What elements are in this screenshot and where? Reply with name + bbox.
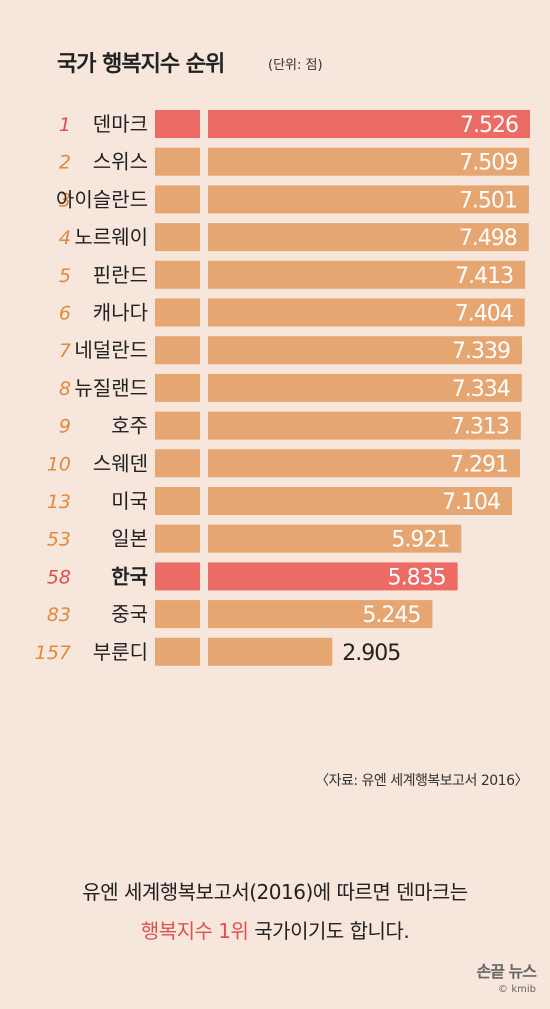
bar [208,336,522,365]
country-label: 덴마크 [93,112,148,136]
value-label: 5.921 [391,528,449,553]
value-label: 7.334 [452,377,510,402]
rank-label: 83 [47,604,71,626]
caption-rest: 국가이기도 합니다. [248,919,410,943]
bar [208,110,530,138]
bar [208,411,521,440]
copyright-icon: © [497,984,508,995]
bar [208,600,433,629]
bar-left-segment [155,637,200,666]
bar-left-segment [155,260,200,289]
rank-label: 157 [35,642,71,664]
chart-title: 국가 행복지수 순위 [57,52,225,77]
rank-label: 8 [59,378,71,400]
bar-left-segment [155,449,200,478]
rank-label: 13 [47,491,71,513]
publisher-logo: 손끝 뉴스 © kmib [476,958,537,995]
bar [208,260,526,289]
logo-sub: © kmib [497,984,536,995]
source-note: 〈자료: 유엔 세계행복보고서 2016〉 [315,773,528,789]
value-label: 7.509 [459,151,517,176]
rank-label: 7 [59,340,71,362]
bar [208,298,525,327]
rank-label: 10 [47,453,71,475]
unit-label: (단위: 점) [268,58,323,73]
bar-left-segment [155,524,200,553]
caption-line-2: 행복지수 1위 국가이기도 합니다. [0,915,550,944]
country-label: 스위스 [93,150,148,174]
rank-label: 3 [59,189,71,211]
value-label: 7.501 [459,188,517,213]
country-label: 중국 [111,602,148,626]
caption-highlight: 행복지수 1위 [140,919,249,943]
value-label: 7.526 [460,113,518,138]
country-label: 부룬디 [93,640,148,664]
rank-label: 2 [59,152,71,174]
country-label: 일본 [111,527,148,551]
bar-left-segment [155,185,200,214]
value-label: 5.245 [362,603,420,628]
value-label: 7.313 [451,415,509,440]
country-label: 캐나다 [93,301,148,325]
rank-label: 58 [47,566,71,588]
country-label: 미국 [111,489,148,513]
value-label: 2.905 [342,641,400,666]
caption-line-1: 유엔 세계행복보고서(2016)에 따르면 덴마크는 [82,880,468,904]
bar [208,373,522,402]
country-label: 아이슬란드 [56,187,148,211]
value-label: 7.104 [442,490,500,515]
bar-left-segment [155,223,200,252]
country-label: 스웨덴 [93,451,148,475]
bar [208,147,530,176]
logo-text: 손끝 뉴스 [476,962,537,981]
value-label: 7.404 [455,302,513,327]
country-label: 노르웨이 [74,225,148,249]
rank-label: 9 [59,416,71,438]
rank-label: 6 [59,303,71,325]
bar-left-segment [155,336,200,365]
country-label: 호주 [111,414,148,438]
bar-left-segment [155,600,200,629]
value-label: 7.498 [459,226,517,251]
country-label: 네덜란드 [74,338,148,362]
bar-left-segment [155,487,200,515]
bar-left-segment [155,373,200,402]
value-label: 7.339 [452,339,510,364]
bar-left-segment [155,411,200,440]
bar [208,637,333,666]
value-label: 7.413 [455,264,513,289]
rank-label: 1 [59,114,71,136]
bar [208,524,462,553]
bar [208,449,520,478]
bar [208,562,458,591]
rank-label: 5 [59,265,71,287]
country-label: 뉴질랜드 [74,376,148,400]
bar [208,185,529,214]
value-label: 7.291 [450,452,508,477]
bar [208,487,512,515]
rank-label: 4 [59,227,71,249]
bar-left-segment [155,110,200,138]
country-label: 핀란드 [93,263,148,287]
value-label: 5.835 [388,565,446,590]
country-label: 한국 [111,564,148,588]
bar [208,223,529,252]
rank-label: 53 [47,529,71,551]
bar-left-segment [155,147,200,176]
bar-left-segment [155,562,200,591]
bar-left-segment [155,298,200,327]
